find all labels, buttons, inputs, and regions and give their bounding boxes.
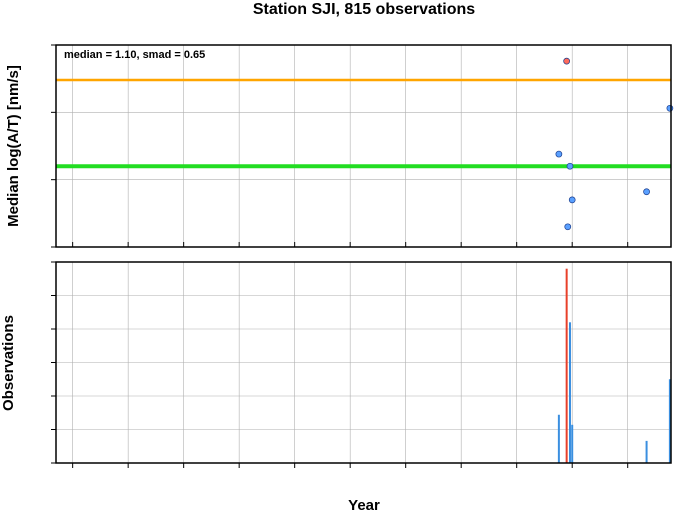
data-point: [568, 196, 576, 204]
median-panel-frame: [55, 44, 672, 248]
bar: [571, 424, 574, 463]
bar: [565, 268, 568, 463]
median-panel: median = 1.10, smad = 0.65 Median log(A/…: [5, 44, 674, 248]
data-point: [666, 104, 674, 112]
x-axis-label: Year: [348, 497, 380, 511]
data-point: [564, 223, 572, 231]
observations-panel-bars: [557, 268, 671, 463]
data-point: [563, 57, 570, 65]
bar: [668, 379, 671, 463]
data-point: [643, 188, 650, 196]
observations-y-axis-label: Observations: [0, 315, 17, 411]
bar: [568, 322, 571, 463]
median-panel-points: [555, 57, 674, 231]
observations-panel-y-ticks: [51, 261, 56, 464]
data-point: [566, 162, 574, 170]
data-point: [555, 150, 563, 158]
median-y-axis-label: Median log(A/T) [nm/s]: [5, 65, 22, 227]
median-panel-reference-lines: [56, 78, 671, 169]
observations-panel: Observations Year: [0, 261, 672, 511]
chart-title: Station SJI, 815 observations: [253, 1, 475, 18]
bar: [557, 414, 560, 463]
stats-annotation: median = 1.10, smad = 0.65: [64, 49, 205, 61]
median-panel-grid: [56, 44, 671, 248]
observations-panel-grid: [56, 261, 671, 464]
bar: [645, 440, 648, 463]
median-panel-y-ticks: [51, 44, 56, 248]
observations-panel-x-ticks: [72, 463, 629, 468]
